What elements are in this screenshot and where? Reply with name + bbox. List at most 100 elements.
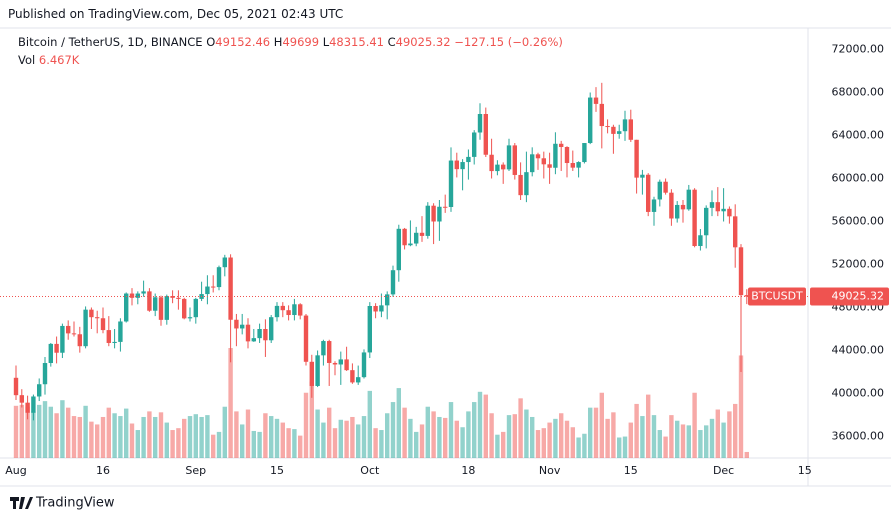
volume-bar (535, 430, 541, 458)
candle-body (704, 207, 709, 236)
candle-body (506, 145, 512, 170)
y-tick-label: 60000.00 (832, 172, 885, 185)
candle-body (408, 243, 413, 246)
volume-bar (234, 411, 239, 458)
candle-body (466, 156, 471, 163)
volume-bar (298, 435, 303, 458)
volume-bar (738, 355, 744, 458)
candle-body (263, 329, 268, 341)
x-tick-label: 16 (96, 464, 110, 477)
volume-bar (361, 416, 367, 458)
candle-body (657, 181, 662, 200)
y-tick-label: 72000.00 (832, 43, 885, 56)
volume-bar (709, 418, 715, 458)
ohlc-label: O (206, 35, 216, 49)
candle-body (332, 362, 338, 365)
volume-bar (483, 394, 488, 458)
candle-body (541, 158, 546, 165)
volume-bar (501, 431, 506, 458)
candle-body (640, 174, 645, 178)
ohlc-label: L (322, 35, 330, 49)
candle-body (187, 317, 193, 319)
candle-body (599, 103, 604, 127)
candle-body (170, 295, 175, 298)
volume-bar (622, 436, 628, 458)
change: −127.15 (−0.26%) (454, 35, 563, 49)
volume-bar (512, 414, 517, 458)
candle-body (733, 216, 738, 248)
volume-bar (164, 422, 169, 458)
volume-bar (141, 416, 146, 458)
x-tick-label: 15 (270, 464, 284, 477)
volume-bar (385, 413, 390, 458)
candle-body (19, 395, 24, 403)
volume-bar (332, 428, 338, 458)
candle-body (135, 293, 140, 298)
volume-bar (19, 404, 24, 458)
volume-bar (309, 381, 314, 458)
volume-bar (431, 411, 436, 458)
candle-body (286, 310, 291, 316)
candle-body (327, 341, 332, 363)
candle-body (680, 204, 686, 210)
volume-bar (263, 413, 268, 458)
volume-bar (158, 412, 164, 458)
ohlc-value: 49025.32 (395, 35, 451, 49)
volume-bar (559, 413, 564, 458)
volume-label: Vol (18, 53, 36, 67)
candle-body (495, 164, 500, 172)
volume-bar (570, 427, 575, 458)
candle-body (524, 172, 529, 196)
volume-bar (564, 420, 570, 458)
candle-body (570, 163, 575, 168)
volume-bar (211, 434, 216, 458)
candle-body (71, 333, 77, 335)
legend-volume: Vol 6.467K (18, 53, 79, 67)
symbol-title: Bitcoin / TetherUS, 1D, BINANCE (18, 35, 203, 49)
candle-body (483, 114, 488, 155)
candle-body (709, 202, 715, 208)
volume-bar (524, 409, 529, 458)
volume-bar (680, 424, 686, 458)
candle-body (472, 132, 477, 157)
y-tick-label: 68000.00 (832, 86, 885, 99)
candle-body (443, 206, 448, 208)
volume-bar (315, 409, 320, 458)
candle-body (274, 305, 280, 318)
candle-body (425, 205, 430, 236)
candle-body (576, 162, 581, 168)
candle-body (350, 370, 355, 383)
candle-body (164, 295, 169, 320)
candle-body (60, 325, 65, 353)
candle-body (385, 294, 390, 306)
symbol-tag (748, 287, 806, 306)
volume-bar (530, 416, 535, 458)
volume-bar (541, 428, 546, 458)
candle-body (315, 355, 320, 386)
candle-body (25, 402, 30, 413)
ohlc-value: 49699 (282, 35, 320, 49)
x-tick-label: Oct (360, 464, 380, 477)
volume-bar (379, 430, 384, 458)
volume-bar (77, 416, 82, 458)
volume-bar (251, 430, 256, 458)
candle-body (669, 192, 674, 219)
candle-body (13, 377, 19, 396)
legend-ohlc: Bitcoin / TetherUS, 1D, BINANCE O49152.4… (18, 35, 563, 49)
volume-bar (657, 430, 662, 458)
volume-bar (402, 407, 407, 458)
volume-bar (669, 415, 674, 458)
candle-body (356, 377, 361, 383)
volume-bar (245, 409, 251, 458)
volume-bar (443, 417, 448, 458)
volume-bar (205, 415, 210, 458)
candle-body (42, 363, 48, 385)
candle-body (419, 232, 425, 236)
volume-bar (292, 429, 297, 458)
candle-body (234, 319, 239, 329)
volume-bar (454, 420, 459, 458)
candle-body (744, 295, 749, 297)
volume-bar (42, 401, 48, 458)
candle-body (605, 126, 610, 128)
volume-bar (13, 405, 19, 458)
